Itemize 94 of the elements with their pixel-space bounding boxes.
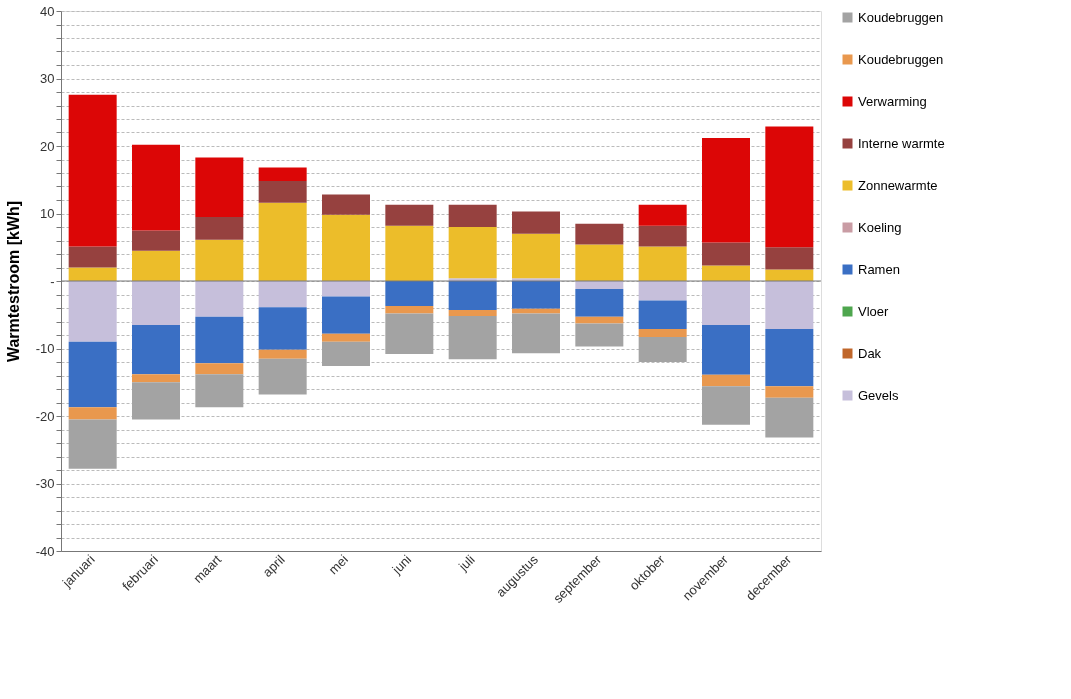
bar bbox=[322, 333, 370, 342]
bar bbox=[68, 407, 117, 420]
bar bbox=[702, 374, 750, 387]
bar bbox=[132, 382, 180, 420]
y-tick-label: 40 bbox=[40, 3, 55, 19]
bar bbox=[385, 313, 434, 354]
bar bbox=[638, 225, 687, 247]
bar bbox=[638, 281, 687, 301]
bar bbox=[765, 328, 814, 387]
bar bbox=[575, 316, 624, 324]
bar bbox=[448, 310, 497, 317]
legend-label: Koudebruggen bbox=[858, 51, 944, 67]
bar bbox=[575, 289, 624, 317]
legend-label: Zonnewarmte bbox=[858, 177, 938, 193]
legend-label: Vloer bbox=[858, 303, 890, 319]
bar bbox=[68, 419, 117, 469]
bar bbox=[512, 313, 560, 354]
bar bbox=[575, 244, 624, 281]
bar bbox=[195, 374, 244, 408]
bar bbox=[702, 242, 750, 266]
bar bbox=[638, 246, 687, 281]
bar bbox=[638, 204, 687, 226]
bar bbox=[448, 227, 497, 279]
bar bbox=[68, 246, 117, 268]
y-tick-label: -10 bbox=[35, 341, 55, 356]
bar bbox=[702, 281, 750, 325]
legend-label: Verwarming bbox=[858, 93, 927, 109]
x-tick-label: juli bbox=[455, 551, 478, 575]
legend-label: Interne warmte bbox=[858, 135, 945, 151]
bar bbox=[702, 386, 750, 425]
y-tick-label: 30 bbox=[40, 71, 55, 86]
bar bbox=[258, 281, 307, 308]
bar bbox=[258, 167, 307, 182]
legend-label: Gevels bbox=[858, 387, 899, 403]
x-tick-label: mei bbox=[325, 551, 352, 578]
bar bbox=[765, 397, 814, 438]
bar bbox=[448, 204, 497, 227]
bar bbox=[258, 349, 307, 359]
y-tick-label: -20 bbox=[35, 408, 55, 424]
bar bbox=[702, 265, 750, 281]
bar bbox=[132, 281, 180, 325]
y-tick-label: 20 bbox=[40, 138, 55, 154]
y-tick-label: -30 bbox=[35, 476, 55, 491]
y-tick-label: 10 bbox=[40, 206, 55, 221]
bar bbox=[68, 94, 117, 247]
bar bbox=[132, 374, 180, 383]
bar bbox=[258, 307, 307, 350]
bar bbox=[322, 194, 370, 215]
bar bbox=[638, 300, 687, 329]
bar bbox=[575, 323, 624, 347]
legend-label: Koeling bbox=[858, 219, 902, 235]
bar bbox=[385, 204, 434, 226]
bar bbox=[512, 281, 560, 309]
bar bbox=[258, 358, 307, 395]
bar bbox=[765, 386, 814, 398]
bar bbox=[195, 316, 244, 364]
bar bbox=[765, 247, 814, 270]
bar bbox=[258, 181, 307, 203]
y-tick-label: - bbox=[50, 273, 55, 289]
bar bbox=[322, 281, 370, 297]
bar bbox=[385, 225, 434, 281]
bar bbox=[765, 281, 814, 329]
bar bbox=[512, 211, 560, 234]
bar bbox=[702, 137, 750, 243]
y-axis-title: Warmtestroom [kWh] bbox=[4, 200, 22, 363]
bar bbox=[322, 296, 370, 334]
bar bbox=[765, 126, 814, 248]
bar bbox=[132, 144, 180, 231]
y-tick-label: -40 bbox=[35, 543, 55, 559]
bar bbox=[385, 305, 434, 314]
bar bbox=[132, 324, 180, 375]
bar bbox=[638, 337, 687, 362]
bar bbox=[512, 233, 560, 279]
bar bbox=[195, 281, 244, 317]
bar bbox=[132, 230, 180, 251]
bar bbox=[68, 341, 117, 408]
bar bbox=[322, 214, 370, 281]
bar bbox=[575, 223, 624, 245]
bar bbox=[448, 316, 497, 360]
bar bbox=[195, 239, 244, 281]
bar bbox=[195, 363, 244, 375]
bar bbox=[195, 216, 244, 240]
bar bbox=[68, 281, 117, 342]
bar bbox=[132, 250, 180, 281]
legend-label: Koudebruggen bbox=[858, 9, 944, 25]
legend-label: Ramen bbox=[858, 261, 900, 277]
bar bbox=[195, 157, 244, 217]
bar bbox=[258, 202, 307, 281]
bar bbox=[385, 281, 434, 306]
bar bbox=[702, 324, 750, 375]
legend-label: Dak bbox=[858, 345, 882, 361]
bar bbox=[638, 328, 687, 338]
bar bbox=[448, 281, 497, 311]
bar bbox=[322, 341, 370, 367]
